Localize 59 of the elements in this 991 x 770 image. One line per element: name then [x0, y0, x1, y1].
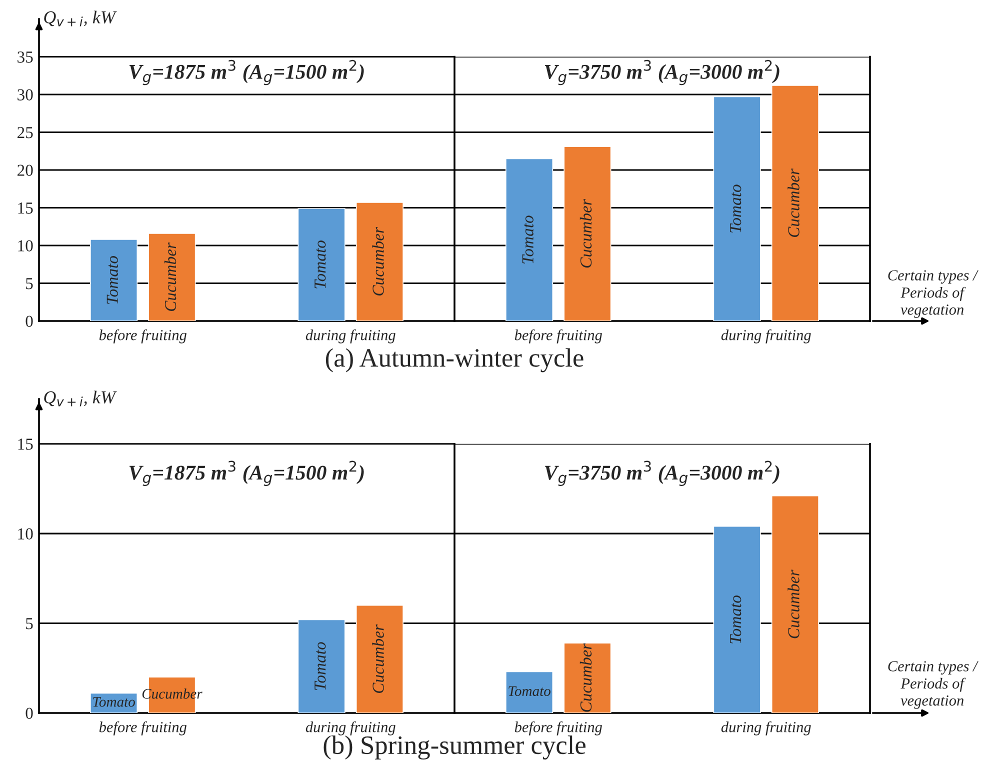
bar	[564, 642, 612, 713]
series-label: Tomato	[522, 216, 534, 264]
y-tick-label: 5	[26, 278, 33, 290]
bar	[771, 85, 819, 321]
text: V$_{g}$=3750 m$^{3}$ (A$_{g}$=3000 m$^{2}$)	[544, 460, 780, 486]
text: V$_{g}$=3750 m$^{3}$ (A$_{g}$=3000 m$^{2}$)	[544, 60, 780, 86]
x-axis-title: Certain types / Periods of vegetation	[888, 270, 978, 318]
x-tick-label: during fruiting	[721, 329, 811, 344]
text: Cucumber	[372, 624, 384, 693]
bar	[148, 233, 196, 321]
x-tick-label: before fruiting	[514, 721, 602, 736]
y-tick-label: 10	[18, 240, 33, 252]
series-label: Cucumber	[580, 643, 592, 712]
bar	[298, 619, 346, 713]
y-tick-label: 30	[18, 89, 33, 100]
x-tick-label: before fruiting	[99, 329, 186, 344]
y-tick-label: 15	[18, 202, 33, 214]
bar	[298, 208, 346, 321]
x-tick-label: before fruiting	[99, 721, 186, 736]
text: (a) Autumn-winter cycle	[326, 348, 584, 372]
text: Cucumber	[372, 226, 384, 296]
text: (b) Spring-summer cycle	[324, 736, 586, 760]
bar	[564, 146, 612, 321]
y-axis-title: Q$_{v+i}$, kW	[44, 10, 117, 26]
text: V$_{g}$=1875 m$^{3}$ (A$_{g}$=1500 m$^{2}$)	[129, 60, 364, 86]
bar	[713, 526, 761, 713]
y-tick-label: 0	[26, 316, 33, 327]
bar	[356, 202, 404, 321]
y-tick-label: 20	[18, 164, 33, 176]
text: Tomato	[314, 642, 326, 690]
series-label: Tomato	[314, 240, 326, 288]
series-label: Tomato	[508, 686, 550, 696]
y-tick-label: 0	[26, 708, 33, 719]
text: Tomato	[730, 595, 742, 644]
y-tick-label: 35	[18, 51, 33, 63]
text: Tomato	[730, 184, 742, 232]
x-tick-label: before fruiting	[514, 329, 602, 344]
y-tick-label: 5	[26, 618, 33, 630]
bar	[506, 158, 554, 321]
x-tick-label: during fruiting	[306, 721, 396, 736]
text: Cucumber	[788, 570, 800, 638]
series-label: Cucumber	[164, 242, 176, 311]
bar	[713, 96, 761, 321]
bar	[356, 604, 404, 713]
text: V$_{g}$=1875 m$^{3}$ (A$_{g}$=1500 m$^{2}$)	[129, 460, 364, 486]
y-axis-title: Q$_{v+i}$, kW	[44, 390, 117, 406]
series-label: Tomato	[93, 697, 135, 707]
text: Tomato	[106, 256, 118, 304]
y-tick-label: 10	[18, 528, 33, 540]
bar	[506, 671, 554, 713]
x-axis-title: Certain types / Periods of vegetation	[888, 661, 978, 709]
x-tick-label: during fruiting	[721, 721, 811, 736]
bar	[90, 239, 138, 321]
y-tick-label: 25	[18, 126, 33, 138]
text: Cucumber	[788, 168, 800, 238]
bar	[771, 495, 819, 713]
series-label: Cucumber	[580, 199, 592, 268]
x-tick-label: during fruiting	[306, 329, 396, 344]
y-tick-label: 15	[18, 438, 33, 450]
